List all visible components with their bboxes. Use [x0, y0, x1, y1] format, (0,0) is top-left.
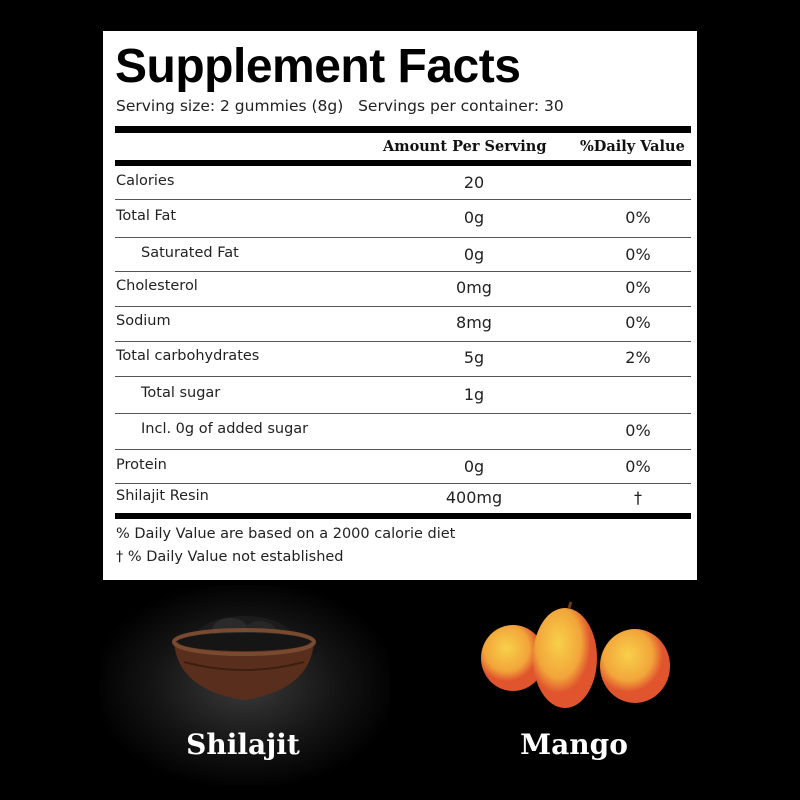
table-row: Shilajit Resin 400mg †	[103, 488, 697, 508]
row-divider	[115, 376, 691, 377]
daily-value: 0%	[625, 245, 651, 264]
daily-value: †	[634, 488, 642, 507]
serving-info: Serving size: 2 gummies (8g) Servings pe…	[116, 97, 564, 115]
row-divider	[115, 199, 691, 200]
amount-value: 5g	[463, 348, 485, 367]
ingredient-label-shilajit: Shilajit	[186, 728, 300, 761]
daily-value: 0%	[625, 457, 651, 476]
nutrient-label: Total Fat	[116, 208, 177, 224]
shilajit-bowl-icon	[172, 616, 316, 700]
supplement-facts-panel: Supplement Facts Serving size: 2 gummies…	[103, 31, 697, 580]
nutrient-label: Calories	[116, 173, 175, 189]
table-row: Protein 0g 0%	[103, 457, 697, 477]
ingredient-label-mango: Mango	[520, 728, 628, 761]
row-divider	[115, 306, 691, 307]
row-divider	[115, 483, 691, 484]
row-divider	[115, 413, 691, 414]
table-row: Incl. 0g of added sugar 0%	[103, 421, 697, 441]
daily-value: 0%	[625, 278, 651, 297]
row-divider	[115, 237, 691, 238]
divider	[115, 513, 691, 519]
nutrient-label: Total sugar	[141, 385, 221, 401]
nutrient-label: Cholesterol	[116, 278, 198, 294]
amount-value: 0g	[463, 245, 485, 264]
amount-value: 400mg	[445, 488, 503, 507]
amount-value: 0mg	[456, 278, 492, 297]
daily-value: 0%	[625, 313, 651, 332]
nutrient-label: Saturated Fat	[141, 245, 239, 261]
divider	[115, 126, 691, 133]
amount-value: 20	[463, 173, 485, 192]
nutrient-label: Sodium	[116, 313, 171, 329]
header-amount: Amount Per Serving	[383, 138, 547, 155]
daily-value: 2%	[625, 348, 651, 367]
header-daily-value: %Daily Value	[580, 138, 685, 155]
daily-value: 0%	[625, 208, 651, 227]
amount-value: 0g	[463, 457, 485, 476]
table-row: Saturated Fat 0g 0%	[103, 245, 697, 265]
amount-value: 8mg	[456, 313, 492, 332]
amount-value: 0g	[463, 208, 485, 227]
amount-value: 1g	[463, 385, 485, 404]
nutrient-label: Incl. 0g of added sugar	[141, 421, 309, 437]
table-row: Cholesterol 0mg 0%	[103, 278, 697, 298]
footnote: † % Daily Value not established	[116, 549, 344, 565]
row-divider	[115, 271, 691, 272]
nutrient-label: Protein	[116, 457, 167, 473]
table-row: Sodium 8mg 0%	[103, 313, 697, 333]
footnote: % Daily Value are based on a 2000 calori…	[116, 526, 456, 542]
mango-icon	[481, 601, 670, 708]
table-row: Calories 20	[103, 173, 697, 193]
daily-value: 0%	[625, 421, 651, 440]
table-row: Total carbohydrates 5g 2%	[103, 348, 697, 368]
divider	[115, 160, 691, 166]
row-divider	[115, 449, 691, 450]
nutrient-label: Shilajit Resin	[116, 488, 209, 504]
nutrient-label: Total carbohydrates	[116, 348, 260, 364]
table-row: Total Fat 0g 0%	[103, 208, 697, 228]
row-divider	[115, 341, 691, 342]
table-row: Total sugar 1g	[103, 385, 697, 405]
page-title: Supplement Facts	[115, 40, 521, 93]
